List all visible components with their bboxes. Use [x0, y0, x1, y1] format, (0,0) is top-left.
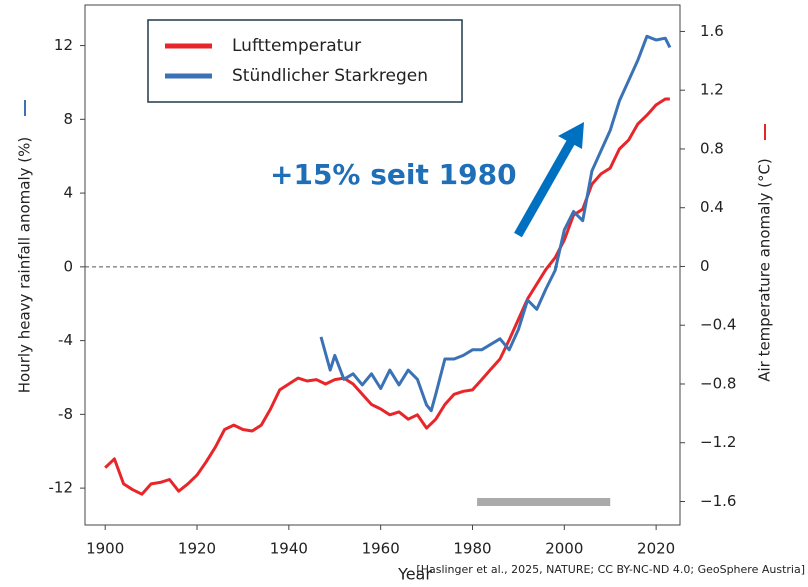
y-tick-label: -8 [58, 405, 73, 423]
y2-tick-label: −1.2 [700, 433, 736, 451]
x-tick-label: 2020 [637, 540, 675, 558]
y-tick-label: 8 [63, 110, 73, 128]
arrow-head [558, 122, 584, 149]
series-line [104, 97, 670, 496]
y-tick-label: 4 [63, 184, 73, 202]
plot: 1900 1920 1940 1960 1980 2000 2020 -12 -8 -4 0 4 8 12… [49, 22, 737, 558]
y2-tick-label: 0 [700, 257, 710, 275]
y2-axis-label: Air temperature anomaly (°C) [756, 158, 774, 382]
plot-frame [84, 4, 681, 526]
legend-label: Lufttemperatur [232, 36, 361, 56]
x-tick-label: 1940 [270, 540, 308, 558]
y-tick-label: -4 [58, 331, 73, 349]
x-tick-label: 1900 [86, 540, 124, 558]
y2-tick-label: 0.8 [700, 139, 724, 157]
y-tick-label: 12 [54, 36, 73, 54]
y2-tick-label: 0.4 [700, 198, 724, 216]
y2-tick-label: −0.8 [700, 374, 736, 392]
y-tick-label: -12 [49, 479, 74, 497]
x-axis-label: Year [397, 565, 432, 584]
x-tick-label: 1920 [178, 540, 216, 558]
annotation: +15% seit 1980 [270, 158, 517, 191]
y-axis-label: Hourly heavy rainfall anomaly (%) [16, 137, 34, 393]
y2-tick-label: 1.6 [700, 22, 724, 40]
arrow-shaft [514, 137, 576, 238]
series-line [319, 34, 672, 413]
x-tick-label: 1980 [453, 540, 491, 558]
source: [Haslinger et al., 2025, NATURE; CC BY-N… [416, 563, 805, 576]
legend-box [147, 19, 463, 103]
y2-tick-label: −1.6 [700, 492, 736, 510]
x-tick-label: 1960 [362, 540, 400, 558]
legend-label: Stündlicher Starkregen [232, 66, 428, 86]
y2-tick-label: 1.2 [700, 81, 724, 99]
x-tick-label: 2000 [545, 540, 583, 558]
y-tick-label: 0 [63, 257, 73, 275]
y2-tick-label: −0.4 [700, 316, 736, 334]
